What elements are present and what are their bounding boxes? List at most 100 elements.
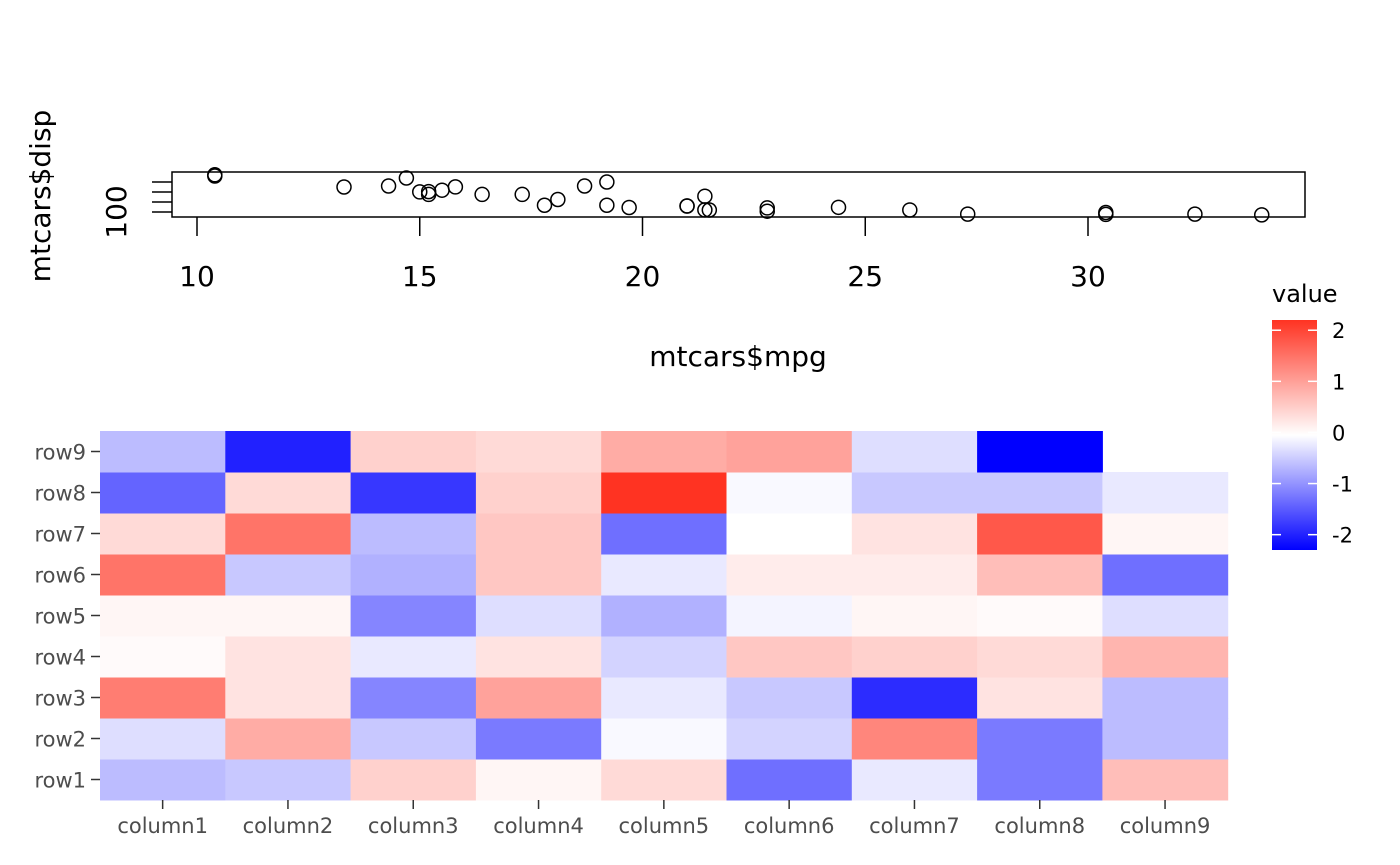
x-tick-label: 10 xyxy=(179,260,215,293)
scatter-point xyxy=(207,168,223,184)
scatter-y-axis: 100 xyxy=(100,181,172,239)
scatter-point xyxy=(576,178,593,194)
scatter-point xyxy=(412,184,428,200)
heatmap-cell xyxy=(726,472,853,514)
heatmap-cell xyxy=(977,636,1103,678)
heatmap-cell xyxy=(977,677,1103,719)
heatmap-cell xyxy=(350,636,477,678)
heatmap-cell xyxy=(851,595,978,637)
scatter-point xyxy=(336,179,352,195)
heatmap-cell xyxy=(350,554,477,596)
x-tick-label: 15 xyxy=(402,260,438,293)
legend-tick-label: 1 xyxy=(1332,370,1345,394)
heatmap-cell xyxy=(225,718,352,760)
scatter-point xyxy=(759,200,775,216)
scatter-point xyxy=(902,202,918,218)
heatmap-cell xyxy=(350,513,477,555)
heatmap-cell xyxy=(225,431,352,473)
heatmap-cell xyxy=(726,677,853,719)
heatmap-cell xyxy=(100,636,226,678)
heatmap-cell xyxy=(1102,759,1229,801)
heatmap-cell xyxy=(475,595,602,637)
heatmap-cell xyxy=(851,636,978,678)
heatmap-cell xyxy=(1102,677,1229,719)
row-label: row4 xyxy=(34,646,86,670)
heatmap-cell xyxy=(601,718,727,760)
column-label: column8 xyxy=(994,814,1085,838)
heatmap-cell xyxy=(100,718,226,760)
x-tick-label: 30 xyxy=(1070,260,1106,293)
heatmap-cell xyxy=(225,472,352,514)
heatmap-cell xyxy=(977,513,1103,555)
legend-tick-label: 0 xyxy=(1332,421,1345,445)
heatmap-cell xyxy=(475,554,602,596)
heatmap-cell xyxy=(100,472,226,514)
heatmap-cell xyxy=(851,513,978,555)
heatmap-cell xyxy=(100,677,226,719)
heatmap-cell xyxy=(100,759,226,801)
heatmap-cell xyxy=(350,759,477,801)
scatter-point xyxy=(1253,207,1270,223)
scatter-point xyxy=(679,198,695,214)
heatmap-cell xyxy=(726,513,853,555)
heatmap-cell xyxy=(601,472,727,514)
heatmap-cell xyxy=(977,472,1103,514)
heatmap-cell xyxy=(601,513,727,555)
x-tick-label: 25 xyxy=(847,260,883,293)
y-tick-label: 100 xyxy=(100,185,133,238)
heatmap-cell xyxy=(601,759,727,801)
row-label: row1 xyxy=(34,769,86,793)
heatmap-cell xyxy=(225,554,352,596)
heatmap-cell xyxy=(225,636,352,678)
legend-tick-label: -2 xyxy=(1332,524,1353,548)
heatmap-cell xyxy=(225,677,352,719)
heatmap-cell xyxy=(601,554,727,596)
column-label: column4 xyxy=(493,814,584,838)
scatter-plot: 10 15 20 25 30 100 mtcars$mpg mtcars$disp xyxy=(24,110,1306,373)
legend-tick-label: -1 xyxy=(1332,473,1353,497)
heatmap-cell xyxy=(601,636,727,678)
column-label: column6 xyxy=(744,814,835,838)
scatter-point xyxy=(514,186,530,203)
heatmap-cell xyxy=(977,554,1103,596)
heatmap-cell xyxy=(100,431,226,473)
heatmap-cell xyxy=(726,759,853,801)
heatmap-cells xyxy=(100,431,1229,801)
heatmap-cell xyxy=(100,554,226,596)
row-label: row8 xyxy=(34,482,86,506)
heatmap-cell xyxy=(726,636,853,678)
heatmap-cell xyxy=(475,431,602,473)
heatmap-cell xyxy=(225,759,352,801)
scatter-point xyxy=(380,178,397,194)
heatmap-cell xyxy=(1102,554,1229,596)
heatmap-cell xyxy=(1102,513,1229,555)
row-label: row2 xyxy=(34,728,86,752)
scatter-point xyxy=(1187,206,1203,222)
column-label: column7 xyxy=(869,814,960,838)
heatmap-cell xyxy=(225,513,352,555)
scatter-point xyxy=(474,186,490,203)
heatmap-cell xyxy=(475,677,602,719)
scatter-box xyxy=(171,171,1306,218)
color-legend: value 2 1 0 -1 -2 xyxy=(1272,280,1353,550)
scatter-point xyxy=(1098,204,1114,221)
scatter-point xyxy=(599,197,615,213)
heatmap-cell xyxy=(225,595,352,637)
heatmap-cell xyxy=(1102,636,1229,678)
heatmap-cell xyxy=(350,718,477,760)
legend-title: value xyxy=(1272,280,1338,308)
column-label: column5 xyxy=(619,814,710,838)
heatmap-cell xyxy=(601,677,727,719)
column-label: column3 xyxy=(368,814,459,838)
heatmap-cell xyxy=(350,677,477,719)
column-label: column9 xyxy=(1120,814,1211,838)
column-label: column2 xyxy=(243,814,334,838)
heatmap: row1 row2 row3 row4 row5 row6 row7 row8 row9 col… xyxy=(34,431,1229,838)
heatmap-cell xyxy=(977,431,1103,473)
scatter-points xyxy=(207,167,1270,223)
heatmap-cell xyxy=(851,554,978,596)
row-label: row6 xyxy=(34,564,86,588)
heatmap-row-axis: row1 row2 row3 row4 row5 row6 row7 row8 row9 xyxy=(34,441,100,793)
legend-ticks: 2 1 0 -1 -2 xyxy=(1272,319,1353,548)
heatmap-cell xyxy=(977,759,1103,801)
